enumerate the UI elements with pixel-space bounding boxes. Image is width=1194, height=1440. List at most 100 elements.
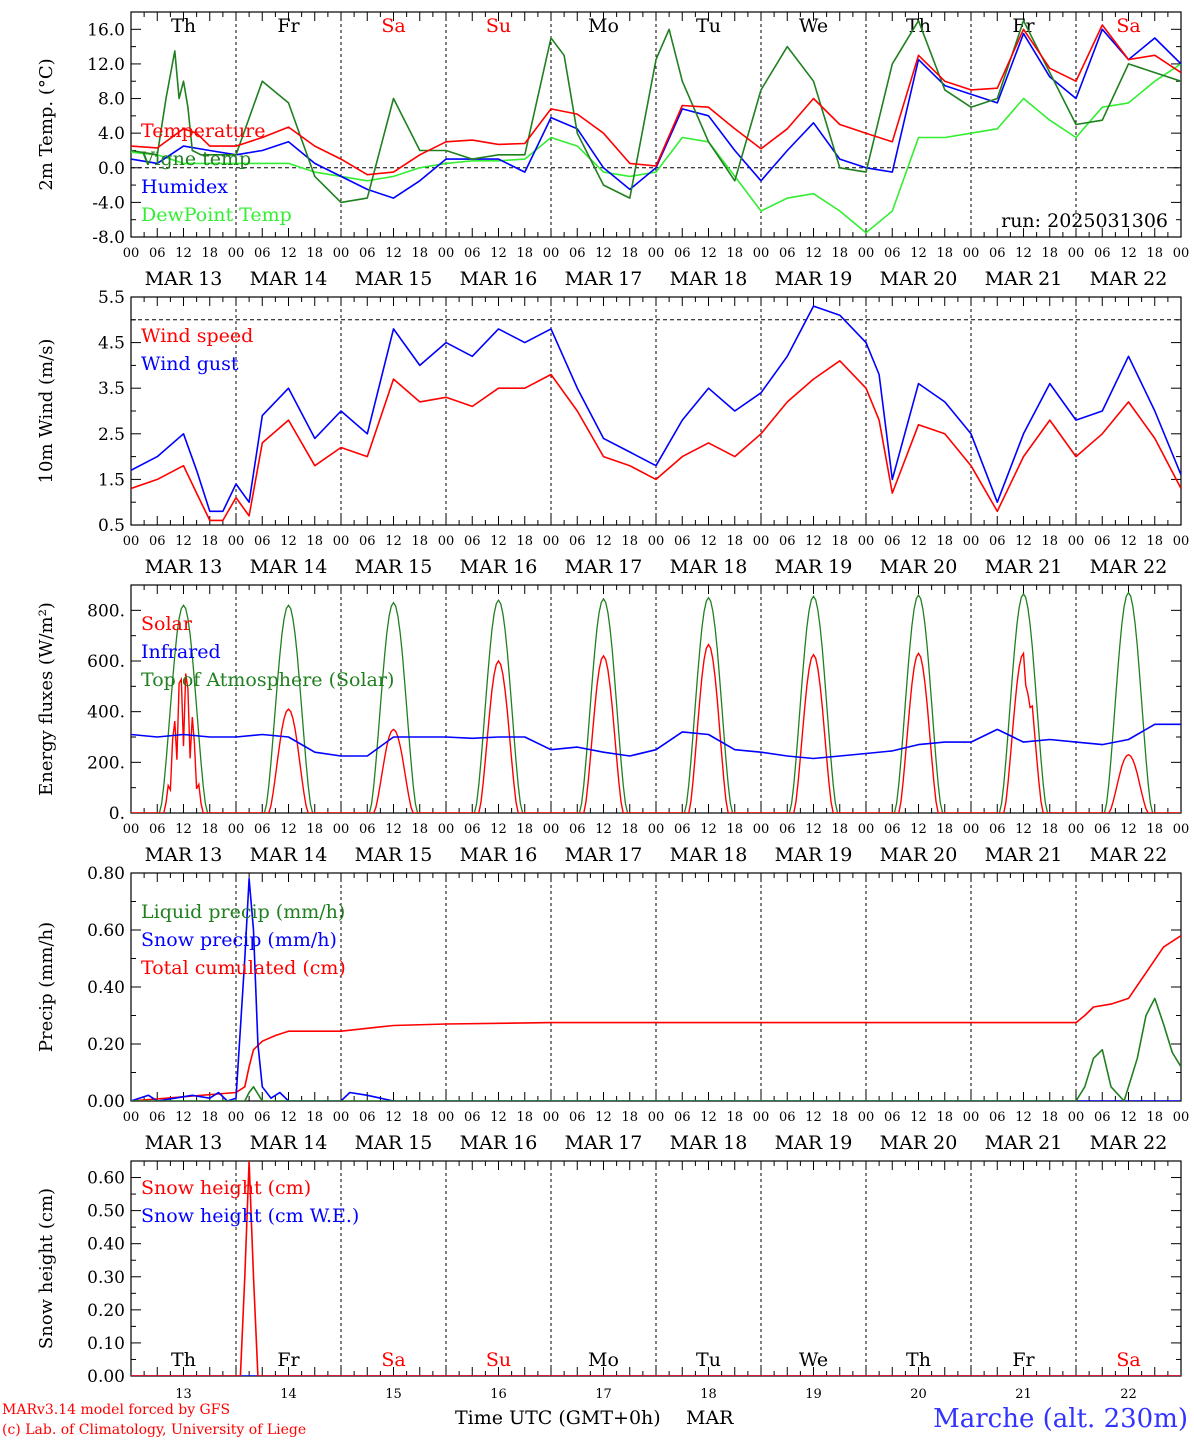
day-name-label: Mo	[588, 15, 619, 37]
hour-tick-label: 06	[884, 822, 901, 837]
date-label: MAR 13	[145, 1132, 223, 1154]
hour-tick-label: 06	[149, 1110, 166, 1125]
hour-tick-label: 06	[779, 534, 796, 549]
chart-panel-temp: 16.0 12.0 8.0 4.0 0.0 -4.0 -8.0 2m Temp. (°C) 00…	[36, 11, 1189, 290]
day-name-label: Sa	[1116, 15, 1140, 37]
day-number-label: 14	[280, 1387, 297, 1402]
hour-tick-label: 12	[595, 534, 612, 549]
y-tick-label: -8.0	[92, 228, 125, 248]
hour-tick-label: 12	[490, 822, 507, 837]
hour-tick-label: 00	[228, 1110, 245, 1125]
hour-tick-label: 06	[674, 822, 691, 837]
hour-tick-label: 18	[1041, 1110, 1058, 1125]
date-label: MAR 20	[880, 556, 958, 578]
date-label: MAR 18	[670, 268, 748, 290]
series-snow-precip-mm-h-	[131, 877, 1181, 1101]
hour-tick-label: 00	[333, 822, 350, 837]
y-tick-label: 800.	[87, 601, 125, 621]
y-tick-label: 0.40	[87, 978, 125, 998]
hour-tick-label: 00	[543, 534, 560, 549]
y-axis-title: Precip (mm/h)	[36, 922, 57, 1052]
hour-tick-label: 18	[516, 822, 533, 837]
hour-tick-label: 12	[700, 822, 717, 837]
date-label: MAR 22	[1090, 268, 1168, 290]
x-axis-title: Time UTC (GMT+0h)	[455, 1407, 661, 1429]
hour-tick-label: 00	[438, 1110, 455, 1125]
legend-entry: Solar	[141, 613, 193, 635]
hour-tick-label: 00	[858, 534, 875, 549]
hour-tick-label: 00	[123, 246, 140, 261]
hour-tick-label: 06	[1094, 246, 1111, 261]
hour-tick-label: 06	[149, 246, 166, 261]
hour-tick-label: 18	[306, 822, 323, 837]
hour-tick-label: 00	[123, 534, 140, 549]
date-label: MAR 21	[985, 1132, 1063, 1154]
date-label: MAR 16	[460, 268, 538, 290]
date-label: MAR 18	[670, 1132, 748, 1154]
y-axis-title: 10m Wind (m/s)	[36, 339, 57, 484]
day-name-label: Sa	[381, 1349, 405, 1371]
day-name-label: Fr	[1012, 1349, 1035, 1371]
hour-tick-label: 00	[1068, 534, 1085, 549]
hour-tick-label: 12	[700, 1110, 717, 1125]
legend-entry: Snow precip (mm/h)	[141, 929, 337, 951]
hour-tick-label: 12	[805, 822, 822, 837]
y-tick-label: 0.20	[87, 1301, 125, 1321]
hour-tick-label: 12	[175, 246, 192, 261]
legend-entry: Wind gust	[141, 353, 239, 375]
date-label: MAR 21	[985, 844, 1063, 866]
y-tick-label: 5.5	[98, 288, 125, 308]
y-tick-label: 0.60	[87, 921, 125, 941]
hour-tick-label: 12	[1015, 1110, 1032, 1125]
hour-tick-label: 18	[831, 246, 848, 261]
date-label: MAR 15	[355, 1132, 433, 1154]
hour-tick-label: 00	[753, 534, 770, 549]
hour-tick-label: 18	[621, 246, 638, 261]
hour-tick-label: 18	[516, 246, 533, 261]
day-number-label: 13	[175, 1387, 192, 1402]
date-label: MAR 16	[460, 1132, 538, 1154]
legend-entry: Total cumulated (cm)	[141, 957, 346, 979]
day-number-label: 15	[385, 1387, 402, 1402]
hour-tick-label: 18	[621, 1110, 638, 1125]
hour-tick-label: 06	[464, 246, 481, 261]
hour-tick-label: 18	[726, 822, 743, 837]
hour-tick-label: 00	[648, 534, 665, 549]
series-total-cumulated-cm-	[131, 935, 1181, 1101]
plot-area	[131, 591, 1181, 813]
hour-tick-label: 18	[831, 822, 848, 837]
hour-tick-label: 18	[516, 534, 533, 549]
hour-tick-label: 06	[254, 246, 271, 261]
date-label: MAR 16	[460, 844, 538, 866]
hour-tick-label: 06	[779, 246, 796, 261]
day-name-label: Fr	[277, 1349, 300, 1371]
hour-tick-label: 06	[989, 246, 1006, 261]
date-label: MAR 18	[670, 556, 748, 578]
plot-area	[131, 19, 1181, 234]
date-label: MAR 15	[355, 844, 433, 866]
hour-tick-label: 12	[175, 822, 192, 837]
plot-area	[131, 877, 1181, 1101]
legend-entry: DewPoint Temp	[141, 204, 292, 226]
hour-tick-label: 18	[936, 822, 953, 837]
date-label: MAR 22	[1090, 844, 1168, 866]
hour-tick-label: 06	[989, 822, 1006, 837]
series-wind-gust	[131, 305, 1181, 513]
hour-tick-label: 18	[1146, 1110, 1163, 1125]
hour-tick-label: 12	[490, 1110, 507, 1125]
hour-tick-label: 06	[674, 246, 691, 261]
series-liquid-precip-mm-h-	[131, 997, 1181, 1101]
hour-tick-label: 12	[1015, 246, 1032, 261]
hour-tick-label: 18	[831, 1110, 848, 1125]
hour-tick-label: 12	[490, 534, 507, 549]
y-tick-label: 16.0	[87, 20, 125, 40]
hour-tick-label: 06	[254, 1110, 271, 1125]
date-label: MAR 22	[1090, 1132, 1168, 1154]
day-name-label: Fr	[277, 15, 300, 37]
hour-tick-label: 06	[149, 534, 166, 549]
day-name-label: Sa	[381, 15, 405, 37]
hour-tick-label: 06	[674, 534, 691, 549]
hour-tick-label: 06	[1094, 822, 1111, 837]
hour-tick-label: 00	[858, 822, 875, 837]
hour-tick-label: 00	[648, 822, 665, 837]
